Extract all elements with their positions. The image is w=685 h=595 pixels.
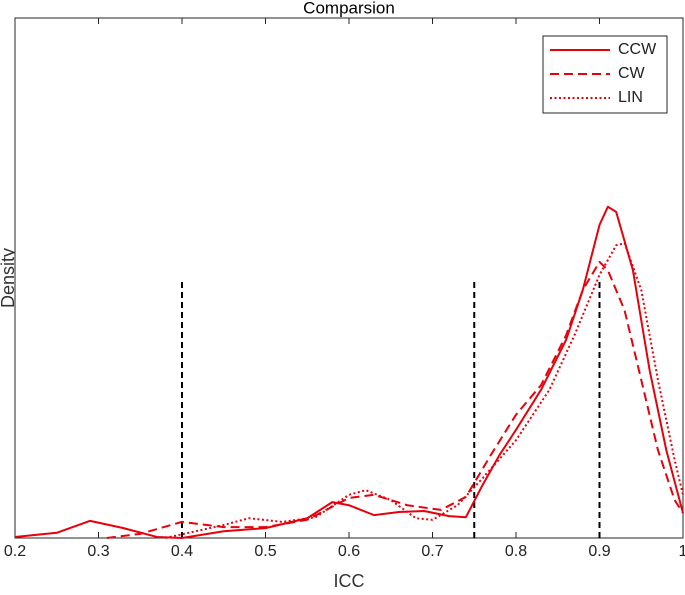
x-tick-label: 0.2	[4, 543, 26, 560]
chart-title: Comparsion	[303, 0, 395, 17]
x-tick-label: 0.7	[421, 543, 443, 560]
legend-label: CW	[618, 65, 646, 82]
x-tick-label: 1	[679, 543, 685, 560]
x-tick-label: 0.8	[505, 543, 527, 560]
legend-label: LIN	[618, 89, 643, 106]
x-tick-label: 0.6	[338, 543, 360, 560]
series-line	[106, 260, 684, 539]
legend-label: CCW	[618, 41, 657, 58]
legend-box	[542, 35, 668, 114]
y-axis-label: Density	[0, 248, 18, 308]
x-tick-label: 0.9	[588, 543, 610, 560]
series-line	[14, 205, 684, 539]
x-tick-label: 0.5	[254, 543, 276, 560]
x-tick-label: 0.3	[87, 543, 109, 560]
x-tick-label: 0.4	[171, 543, 193, 560]
x-axis-label: ICC	[334, 571, 365, 591]
series-line	[165, 242, 684, 539]
